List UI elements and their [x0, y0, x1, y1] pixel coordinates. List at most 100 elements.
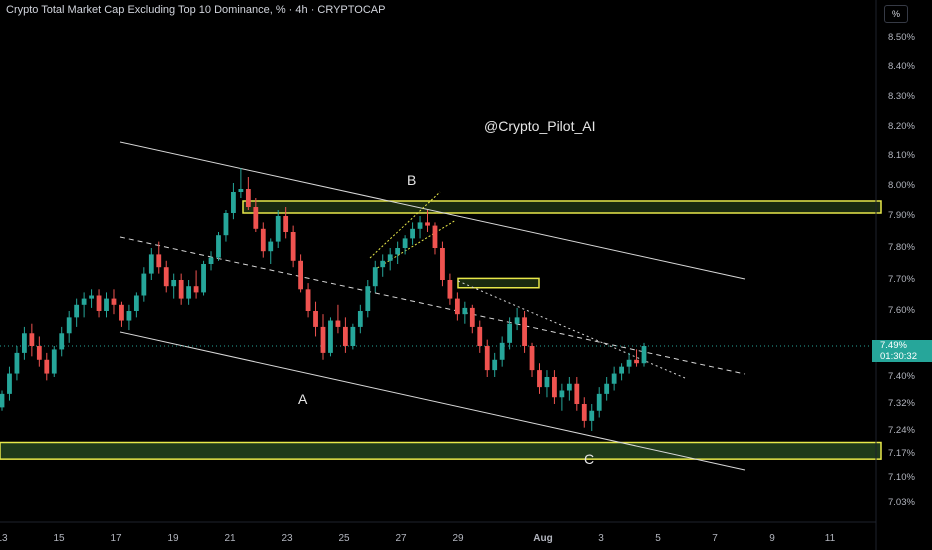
candle-body	[51, 349, 57, 374]
candle-body	[74, 304, 80, 318]
candle-body	[626, 359, 632, 367]
candle-body	[634, 359, 639, 364]
candle-body	[0, 393, 5, 408]
candle-body	[21, 333, 27, 353]
candle-body	[313, 311, 318, 327]
candle-body	[440, 248, 445, 280]
candle-body	[171, 280, 177, 287]
candle-body	[141, 273, 147, 296]
time-tick-label: 23	[281, 533, 293, 544]
time-tick-label: 15	[53, 533, 65, 544]
candle-body	[522, 317, 527, 346]
candle-body	[223, 213, 229, 236]
candle-body	[193, 286, 199, 293]
candle-body	[260, 228, 266, 252]
price-tick-label: 7.90%	[888, 210, 915, 221]
candle-body	[447, 280, 453, 299]
candle-body	[462, 307, 468, 315]
candle-body	[119, 304, 124, 321]
price-tick-label: 8.10%	[888, 150, 915, 161]
candle-body	[574, 383, 580, 404]
candle-body	[425, 222, 430, 226]
chart-title: Crypto Total Market Cap Excluding Top 10…	[6, 4, 386, 16]
axis-unit-button[interactable]: %	[884, 5, 908, 23]
candle-body	[559, 390, 565, 398]
price-tick-label: 8.40%	[888, 61, 915, 72]
candle-body	[216, 235, 221, 258]
candle-body	[156, 254, 162, 268]
candle-body	[499, 342, 505, 360]
candle-body	[245, 189, 251, 207]
candle-body	[44, 359, 50, 374]
candle-body	[529, 346, 535, 371]
candle-body	[96, 295, 102, 311]
candle-body	[365, 286, 371, 311]
candle-body	[231, 192, 236, 213]
candle-body	[380, 260, 386, 268]
candle-body	[275, 216, 281, 242]
time-tick-label: 25	[338, 533, 350, 544]
time-tick-label: 7	[712, 533, 718, 544]
channel-mid-line	[119, 236, 746, 375]
time-tick-label: 5	[655, 533, 661, 544]
time-tick-label: 17	[110, 533, 122, 544]
price-tick-label: 7.80%	[888, 242, 915, 253]
channel-lower-line	[119, 331, 746, 471]
candle-body	[163, 267, 169, 287]
candle-body	[14, 352, 20, 374]
price-tick-label: 7.10%	[888, 472, 915, 483]
candle-body	[544, 377, 550, 388]
candle-body	[133, 295, 139, 311]
demand-zone	[0, 441, 882, 460]
wave-label-a: A	[298, 391, 308, 407]
candle-body	[335, 320, 341, 327]
last-price-value: 7.49%	[880, 340, 907, 351]
last-price-badge: 7.49% 01:30:32	[872, 340, 932, 362]
candle-body	[469, 307, 475, 327]
time-tick-label: 11	[824, 533, 836, 544]
candle-body	[342, 326, 348, 346]
candle-body	[581, 404, 587, 421]
c-leg-trendline	[457, 280, 686, 379]
candle-body	[268, 241, 274, 252]
candle-body	[604, 383, 610, 394]
candle-body	[619, 366, 625, 374]
trend-lines	[0, 141, 876, 471]
candle-body	[484, 346, 490, 371]
candle-body	[566, 383, 572, 391]
candles	[0, 168, 647, 431]
candle-body	[477, 326, 483, 346]
candle-body	[148, 254, 154, 274]
candle-body	[253, 207, 259, 229]
candle-body	[328, 320, 333, 353]
candle-body	[552, 377, 557, 398]
candle-body	[298, 260, 304, 290]
candle-body	[454, 298, 460, 315]
supply-zone	[242, 200, 882, 214]
candle-body	[320, 326, 326, 353]
candle-body	[641, 346, 647, 364]
candle-body	[208, 257, 214, 264]
candle-body	[59, 333, 65, 350]
candle-body	[186, 286, 192, 299]
b-wedge-lower	[373, 219, 457, 271]
candle-body	[417, 222, 423, 229]
price-tick-label: 8.30%	[888, 91, 915, 102]
price-tick-label: 7.24%	[888, 425, 915, 436]
price-tick-label: 7.03%	[888, 497, 915, 508]
candle-body	[29, 333, 35, 346]
candle-body	[611, 373, 617, 384]
time-tick-label: 9	[769, 533, 775, 544]
time-tick-label: 13	[0, 533, 8, 544]
candle-body	[290, 232, 296, 261]
candle-body	[81, 298, 87, 305]
time-tick-label: 3	[598, 533, 604, 544]
candle-body	[410, 228, 415, 239]
time-tick-label: Aug	[533, 533, 553, 544]
watermark: @Crypto_Pilot_AI	[484, 118, 596, 134]
price-tick-label: 8.20%	[888, 121, 915, 132]
candle-body	[372, 267, 378, 287]
candle-body	[305, 289, 311, 311]
time-tick-label: 21	[224, 533, 236, 544]
